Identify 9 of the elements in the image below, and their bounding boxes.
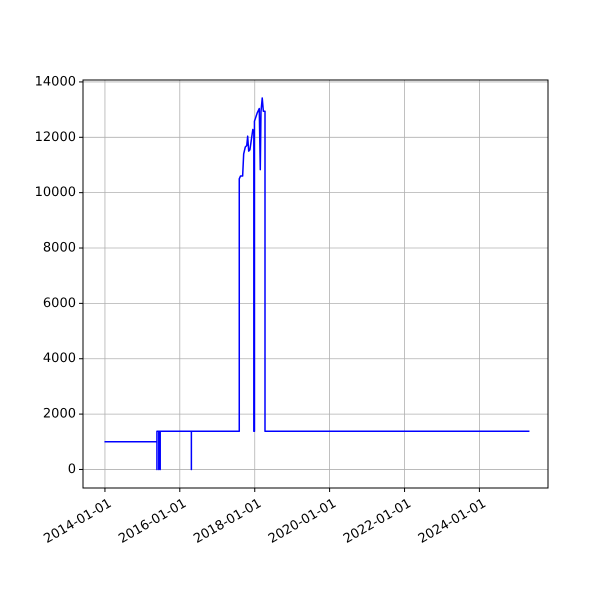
y-tick-label: 0 xyxy=(68,462,76,477)
y-tick-label: 8000 xyxy=(42,240,76,256)
y-tick-label: 10000 xyxy=(34,185,76,200)
y-tick-label: 2000 xyxy=(42,406,76,422)
line-series xyxy=(104,97,530,470)
y-tick-label: 4000 xyxy=(42,351,76,366)
y-tick-label: 14000 xyxy=(34,74,76,90)
y-tick-label: 12000 xyxy=(34,130,76,145)
y-tick-label: 6000 xyxy=(42,296,76,311)
